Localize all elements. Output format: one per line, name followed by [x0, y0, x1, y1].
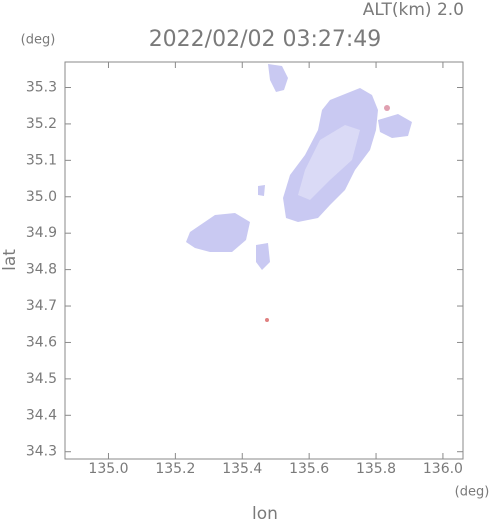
y-unit: (deg) — [21, 33, 56, 48]
chart-title: 2022/02/02 03:27:49 — [149, 27, 382, 52]
x-tick-label: 135.4 — [222, 461, 262, 477]
x-tick-label: 135.6 — [289, 461, 329, 477]
y-axis-label: lat — [0, 249, 20, 271]
y-tick-label: 34.4 — [26, 407, 57, 423]
y-tick-label: 35.3 — [26, 79, 57, 95]
x-unit: (deg) — [455, 485, 490, 500]
y-tick-label: 34.7 — [26, 298, 57, 314]
y-tick-label: 35.0 — [26, 189, 57, 205]
x-tick-label: 135.8 — [356, 461, 396, 477]
y-tick-label: 34.9 — [26, 225, 57, 241]
echo-area — [186, 64, 412, 322]
x-tick-label: 136.0 — [423, 461, 463, 477]
y-tick-label: 34.5 — [26, 371, 57, 387]
y-tick-label: 34.6 — [26, 334, 57, 350]
y-tick-label: 34.8 — [26, 262, 57, 278]
plot-frame — [64, 61, 464, 460]
x-tick-label: 135.0 — [88, 461, 128, 477]
chart-subtitle: ALT(km) 2.0 — [363, 0, 464, 20]
x-tick-label: 135.2 — [155, 461, 195, 477]
y-tick-label: 35.1 — [26, 152, 57, 168]
x-axis-label: lon — [252, 504, 278, 521]
y-tick-label: 35.2 — [26, 116, 57, 132]
y-tick-label: 34.3 — [26, 444, 57, 460]
